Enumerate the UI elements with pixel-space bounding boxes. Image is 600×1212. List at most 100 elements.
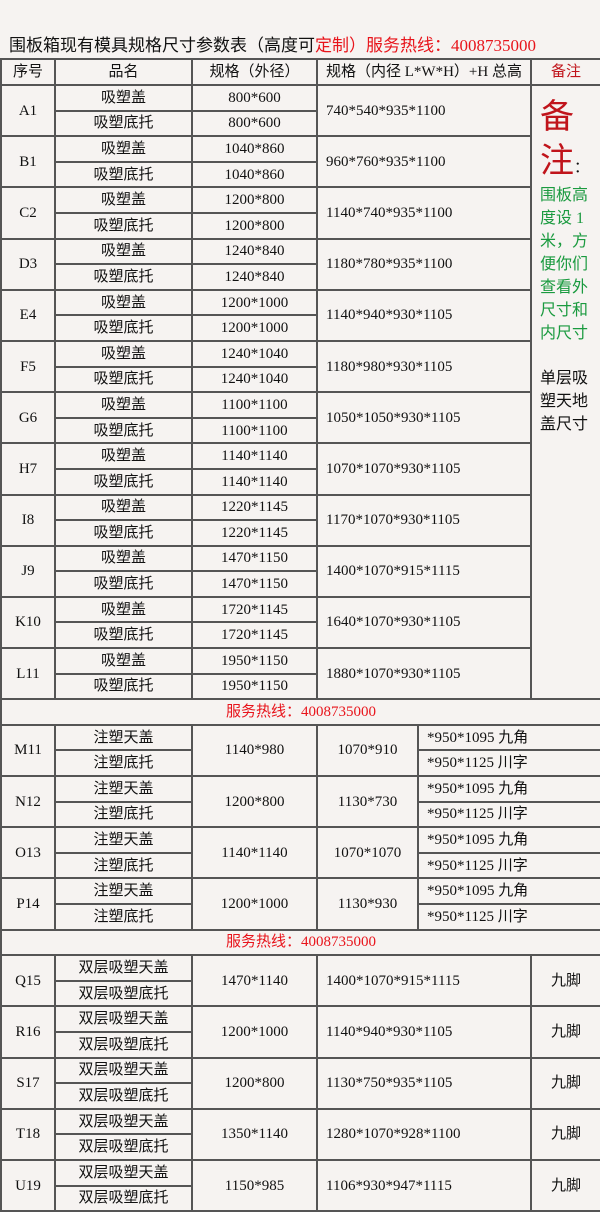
table-row: 吸塑底托 1240*840 bbox=[1, 263, 600, 291]
item-outer-size: 1220*1145 bbox=[191, 519, 318, 547]
item-inner-size: 1280*1070*928*1100 bbox=[315, 1107, 533, 1161]
item-name: 注塑底托 bbox=[54, 851, 193, 880]
item-inner-size: 1180*980*930*1105 bbox=[315, 339, 533, 394]
item-height-spec: *950*1095 九角 bbox=[416, 723, 600, 752]
table-row: 吸塑底托 1200*800 bbox=[1, 211, 600, 240]
item-name: 吸塑盖 bbox=[54, 135, 193, 163]
table-row: 吸塑底托 1200*1000 bbox=[1, 314, 600, 342]
item-name: 注塑天盖 bbox=[54, 826, 193, 854]
item-note: 九脚 bbox=[530, 954, 600, 1008]
table-row: N12 注塑天盖 1200*800 1130*730 *950*1095 九角 bbox=[0, 775, 600, 829]
item-name: 吸塑底托 bbox=[54, 160, 193, 189]
item-name: 吸塑底托 bbox=[54, 467, 193, 496]
item-outer-size: 1240*840 bbox=[191, 263, 318, 291]
item-height-spec: *950*1125 川字 bbox=[416, 749, 600, 778]
item-outer-size: 1470*1150 bbox=[191, 570, 318, 598]
item-id: P14 bbox=[0, 877, 56, 931]
item-id: G6 bbox=[0, 391, 56, 445]
item-height-spec: *950*1095 九角 bbox=[416, 826, 600, 854]
item-id: D3 bbox=[0, 237, 56, 291]
item-outer-size: 1200*1000 bbox=[191, 1005, 318, 1059]
table-row: I8 吸塑盖 1220*1145 1170*1070*930*1105 bbox=[0, 493, 600, 547]
item-name: 吸塑底托 bbox=[54, 621, 193, 650]
hotline-row: 服务热线：4008735000 bbox=[0, 928, 600, 957]
item-name: 注塑底托 bbox=[54, 903, 193, 931]
item-note: 九脚 bbox=[530, 1158, 600, 1212]
table-row: 双层吸塑底托 bbox=[1, 979, 600, 1008]
remark-cell: 备注： 围板高度设 1米，方便你们查看外尺寸和内尺寸 单层吸塑天地盖尺寸 bbox=[530, 83, 600, 701]
item-id: Q15 bbox=[0, 954, 56, 1008]
item-note: 九脚 bbox=[530, 1056, 600, 1110]
table-row: 双层吸塑底托 bbox=[1, 1133, 600, 1161]
item-name: 双层吸塑底托 bbox=[54, 979, 193, 1008]
item-height-spec: *950*1125 川字 bbox=[416, 903, 600, 931]
title-custom: 定制 bbox=[315, 36, 349, 55]
table-row: R16 双层吸塑天盖 1200*1000 1140*940*930*1105 九脚 bbox=[0, 1005, 600, 1059]
table-row: F5 吸塑盖 1240*1040 1180*980*930*1105 bbox=[0, 339, 600, 394]
item-name: 吸塑底托 bbox=[54, 314, 193, 342]
item-inner-size: 960*760*935*1100 bbox=[315, 135, 533, 189]
item-id: J9 bbox=[0, 544, 56, 598]
item-outer-size: 1950*1150 bbox=[191, 672, 318, 701]
item-outer-size: 1240*1040 bbox=[191, 339, 318, 368]
item-height-spec: *950*1125 川字 bbox=[416, 800, 600, 829]
item-name: 注塑天盖 bbox=[54, 775, 193, 803]
item-outer-size: 1950*1150 bbox=[191, 647, 318, 675]
item-inner-size: 1880*1070*930*1105 bbox=[315, 647, 533, 701]
item-id: H7 bbox=[0, 442, 56, 496]
item-name: 双层吸塑天盖 bbox=[54, 1107, 193, 1136]
table-row: Q15 双层吸塑天盖 1470*1140 1400*1070*915*1115 九脚 bbox=[0, 954, 600, 1008]
table-row: 吸塑底托 800*600 bbox=[1, 109, 600, 138]
item-outer-size: 1350*1140 bbox=[191, 1107, 318, 1161]
item-name: 吸塑底托 bbox=[54, 211, 193, 240]
item-id: O13 bbox=[0, 826, 56, 880]
item-id: S17 bbox=[0, 1056, 56, 1110]
item-id: K10 bbox=[0, 595, 56, 650]
item-id: B1 bbox=[0, 135, 56, 189]
item-inner-size: 1130*730 bbox=[316, 775, 419, 829]
item-id: A1 bbox=[0, 83, 56, 138]
table-row: L11 吸塑盖 1950*1150 1880*1070*930*1105 bbox=[0, 647, 600, 701]
item-name: 吸塑盖 bbox=[54, 391, 193, 419]
item-inner-size: 1400*1070*915*1115 bbox=[315, 954, 533, 1008]
item-inner-size: 1070*1070 bbox=[316, 826, 419, 880]
header-inner: 规格（内径 L*W*H）+H 总高 bbox=[315, 58, 533, 86]
table-row: P14 注塑天盖 1200*1000 1130*930 *950*1095 九角 bbox=[0, 877, 600, 931]
table-row: 吸塑底托 1950*1150 bbox=[1, 672, 600, 701]
item-name: 吸塑盖 bbox=[54, 493, 193, 522]
item-inner-size: 1140*740*935*1100 bbox=[315, 186, 533, 240]
item-id: I8 bbox=[0, 493, 56, 547]
item-outer-size: 1200*1000 bbox=[191, 288, 318, 317]
item-name: 吸塑盖 bbox=[54, 84, 193, 112]
item-outer-size: 1200*1000 bbox=[191, 314, 318, 342]
page-title: 围板箱现有模具规格尺寸参数表（高度可定制）服务热线：4008735000 bbox=[9, 31, 536, 56]
item-name: 双层吸塑天盖 bbox=[54, 1005, 193, 1033]
item-name: 双层吸塑天盖 bbox=[54, 1158, 193, 1187]
table-row: 吸塑底托 1240*1040 bbox=[1, 365, 600, 394]
item-outer-size: 1200*800 bbox=[191, 1056, 318, 1110]
table-row: C2 吸塑盖 1200*800 1140*740*935*1100 bbox=[0, 186, 600, 240]
item-inner-size: 1140*940*930*1105 bbox=[315, 1005, 533, 1059]
item-name: 吸塑底托 bbox=[54, 263, 193, 291]
item-outer-size: 1470*1150 bbox=[191, 544, 318, 573]
item-inner-size: 1170*1070*930*1105 bbox=[315, 493, 533, 547]
item-inner-size: 1050*1050*930*1105 bbox=[315, 391, 533, 445]
item-outer-size: 1100*1100 bbox=[191, 391, 318, 419]
item-name: 吸塑盖 bbox=[54, 288, 193, 317]
item-outer-size: 1140*980 bbox=[191, 723, 318, 778]
item-inner-size: 1070*1070*930*1105 bbox=[315, 442, 533, 496]
table-row: A1 吸塑盖 800*600 740*540*935*1100 备注： 围板高度设 1米，… bbox=[0, 83, 600, 701]
item-outer-size: 1720*1145 bbox=[191, 595, 318, 624]
item-outer-size: 800*600 bbox=[191, 109, 318, 138]
table-row: G6 吸塑盖 1100*1100 1050*1050*930*1105 bbox=[0, 391, 600, 445]
item-outer-size: 1240*840 bbox=[191, 237, 318, 266]
item-id: E4 bbox=[0, 288, 56, 342]
item-id: N12 bbox=[0, 775, 56, 829]
item-outer-size: 1240*1040 bbox=[191, 365, 318, 394]
table-row: 注塑底托 *950*1125 川字 bbox=[1, 903, 600, 931]
table-row: U19 双层吸塑天盖 1150*985 1106*930*947*1115 九脚 bbox=[0, 1158, 600, 1212]
item-outer-size: 1140*1140 bbox=[191, 826, 318, 880]
table-row: D3 吸塑盖 1240*840 1180*780*935*1100 bbox=[0, 237, 600, 291]
item-name: 双层吸塑底托 bbox=[54, 1082, 193, 1110]
header-row: 序号 品名 规格（外径） 规格（内径 L*W*H）+H 总高 备注 bbox=[0, 58, 600, 86]
